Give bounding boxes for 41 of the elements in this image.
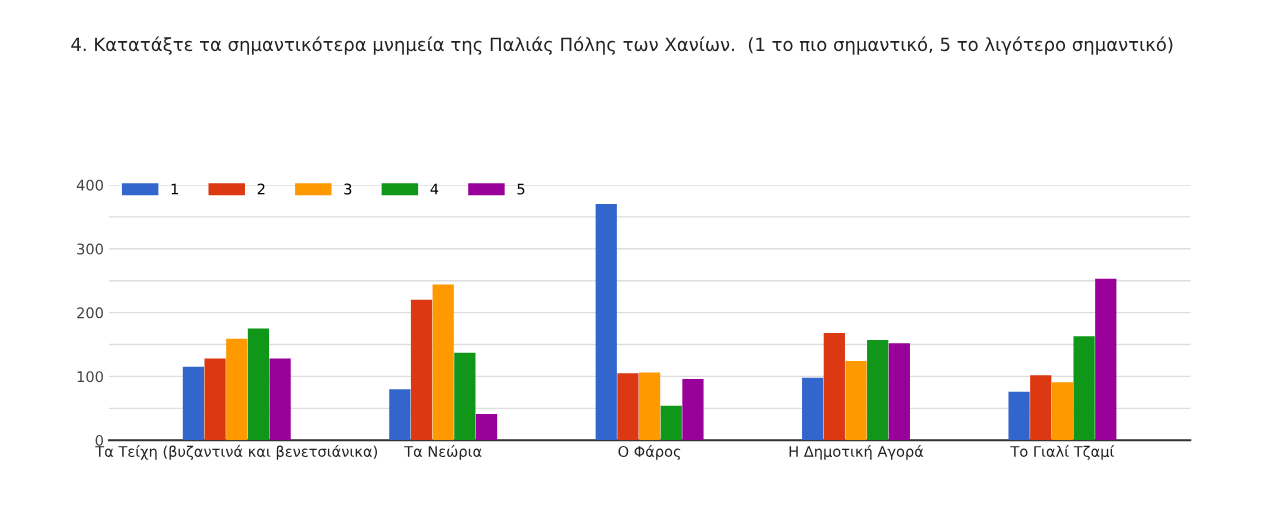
bar [802,377,824,441]
chart-title: 4. Κατατάξτε τα σημαντικότερα μνημεία της Παλιάς Πόλης των Χανίων. (1 το πιο σημαντικό, 5 το λιγότερο σημαντικό) [71,36,1173,55]
x-tick-label: Η Δημοτική Αγορά [789,445,924,460]
bar [660,405,682,441]
y-tick-label: 300 [77,243,103,255]
x-tick-label: Τα Τείχη (βυζαντινά και βενετσιάνικα) [95,445,378,460]
bar [823,333,845,441]
x-tick-label: Ο Φάρος [618,445,681,460]
bar [867,340,889,441]
y-tick-label: 0 [95,434,103,446]
x-tick-label: Τα Νεώρια [404,445,482,460]
legend-label: 2 [257,183,265,195]
legend-label: 1 [171,183,178,195]
bar [617,373,639,441]
bar [1073,336,1095,441]
bar [182,366,205,441]
legend-label: 5 [517,183,525,195]
y-tick-label: 200 [77,307,103,319]
bar [475,414,498,441]
bar [389,389,411,441]
x-tick-label: Το Γιαλί Τζαμί [1010,445,1115,460]
bar [247,328,270,441]
bar [682,378,704,441]
bar [410,299,433,441]
y-tick-label: 100 [77,371,103,383]
bar [226,338,248,441]
bar [204,358,226,441]
bar [1095,278,1117,441]
legend-label: 3 [344,183,352,195]
bar [888,343,910,441]
y-tick-label: 400 [76,179,103,191]
bar [1008,391,1030,441]
bar [595,204,617,441]
bar [638,372,661,441]
bar [845,361,867,441]
bar [1030,375,1052,441]
bar [454,352,476,441]
bar [269,358,291,441]
bar [1051,382,1074,441]
bar [432,284,454,441]
legend-label: 4 [430,183,439,195]
